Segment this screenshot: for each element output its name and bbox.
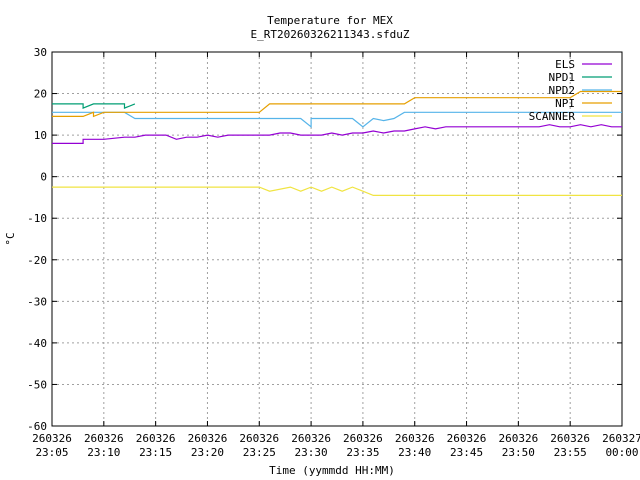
x-tick-date-label: 260327: [602, 432, 640, 445]
x-tick-time-label: 23:20: [191, 446, 224, 459]
y-tick-label: -60: [27, 420, 47, 433]
y-tick-label: 0: [40, 171, 47, 184]
x-tick-time-label: 00:00: [605, 446, 638, 459]
y-tick-label: -10: [27, 212, 47, 225]
x-axis-label: Time (yymmdd HH:MM): [269, 464, 395, 477]
y-tick-label: 10: [34, 129, 47, 142]
x-tick-time-label: 23:45: [450, 446, 483, 459]
chart-title: Temperature for MEX: [267, 14, 393, 27]
x-tick-date-label: 260326: [136, 432, 176, 445]
y-tick-label: 30: [34, 46, 47, 59]
x-tick-time-label: 23:30: [295, 446, 328, 459]
x-tick-time-label: 23:05: [35, 446, 68, 459]
legend-label-npd2: NPD2: [549, 84, 576, 97]
x-tick-date-label: 260326: [239, 432, 279, 445]
x-tick-date-label: 260326: [84, 432, 124, 445]
legend-label-scanner: SCANNER: [529, 110, 576, 123]
y-tick-label: -30: [27, 295, 47, 308]
axis-ticks: -60-50-40-30-20-10010203026032623:052603…: [27, 46, 640, 459]
x-tick-date-label: 260326: [343, 432, 383, 445]
x-tick-time-label: 23:15: [139, 446, 172, 459]
grid: [51, 51, 623, 427]
x-tick-time-label: 23:50: [502, 446, 535, 459]
legend-label-els: ELS: [555, 58, 575, 71]
series-line-npd1: [52, 103, 136, 109]
x-tick-date-label: 260326: [188, 432, 228, 445]
y-axis-label: °C: [4, 232, 17, 245]
y-tick-label: -40: [27, 337, 47, 350]
y-tick-label: 20: [34, 88, 47, 101]
x-tick-date-label: 260326: [498, 432, 538, 445]
x-tick-date-label: 260326: [447, 432, 487, 445]
series-line-npi: [52, 90, 622, 118]
x-tick-date-label: 260326: [550, 432, 590, 445]
chart-subtitle: E_RT20260326211343.sfduZ: [251, 28, 410, 41]
series-line-els: [52, 124, 622, 144]
x-tick-time-label: 23:55: [554, 446, 587, 459]
series-line-scanner: [52, 186, 622, 196]
x-tick-date-label: 260326: [32, 432, 72, 445]
y-tick-label: -20: [27, 254, 47, 267]
series-lines: [52, 90, 622, 196]
y-tick-label: -50: [27, 378, 47, 391]
legend-label-npd1: NPD1: [549, 71, 576, 84]
x-tick-time-label: 23:35: [346, 446, 379, 459]
x-tick-date-label: 260326: [291, 432, 331, 445]
series-line-npd2: [52, 111, 622, 129]
plot-frame: [51, 51, 623, 427]
legend-label-npi: NPI: [555, 97, 575, 110]
x-tick-time-label: 23:10: [87, 446, 120, 459]
x-tick-time-label: 23:25: [243, 446, 276, 459]
x-tick-date-label: 260326: [395, 432, 435, 445]
x-tick-time-label: 23:40: [398, 446, 431, 459]
